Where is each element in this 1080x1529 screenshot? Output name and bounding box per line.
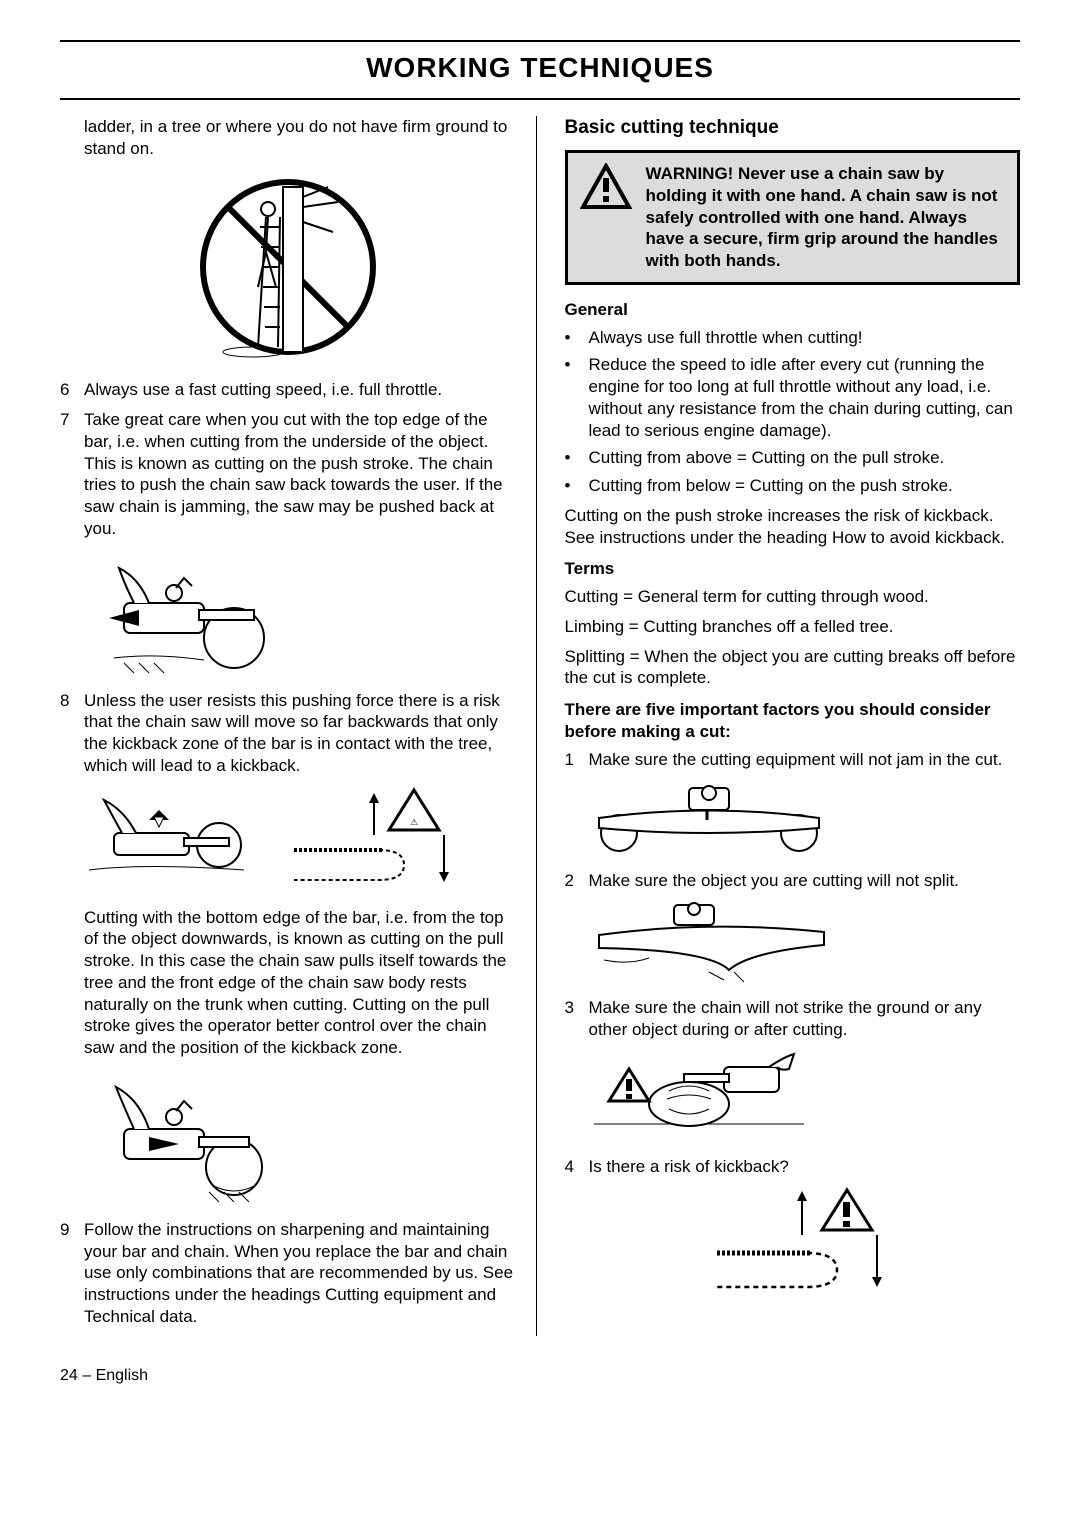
figure-push-stroke: [60, 548, 516, 678]
factor-4-text: Is there a risk of kickback?: [589, 1156, 1021, 1178]
bullet-1-text: Always use full throttle when cutting!: [589, 327, 863, 349]
bullet-2: •Reduce the speed to idle after every cu…: [565, 354, 1021, 441]
item-6: 6 Always use a fast cutting speed, i.e. …: [60, 379, 516, 401]
term-limbing: Limbing = Cutting branches off a felled …: [565, 616, 1021, 638]
bullet-3: •Cutting from above = Cutting on the pul…: [565, 447, 1021, 469]
general-bullets: •Always use full throttle when cutting! …: [565, 327, 1021, 497]
figure-pull-stroke: [60, 1067, 516, 1207]
factor-2-num: 2: [565, 870, 589, 892]
rule-bottom: [60, 98, 1020, 100]
subheading-basic-cutting: Basic cutting technique: [565, 116, 1021, 140]
bullet-4-text: Cutting from below = Cutting on the push…: [589, 475, 953, 497]
item-8-text: Unless the user resists this pushing for…: [84, 690, 516, 777]
warning-box: WARNING! Never use a chain saw by holdin…: [565, 150, 1021, 285]
item-6-text: Always use a fast cutting speed, i.e. fu…: [84, 379, 516, 401]
page-title: WORKING TECHNIQUES: [60, 50, 1020, 86]
push-stroke-para: Cutting on the push stroke increases the…: [565, 505, 1021, 549]
factor-2-text: Make sure the object you are cutting wil…: [589, 870, 1021, 892]
factor-4: 4 Is there a risk of kickback?: [565, 1156, 1021, 1178]
svg-text:⚠: ⚠: [410, 817, 418, 827]
term-cutting: Cutting = General term for cutting throu…: [565, 586, 1021, 608]
factor-3-num: 3: [565, 997, 589, 1041]
figure-no-ladder: [60, 167, 516, 367]
left-column: ladder, in a tree or where you do not ha…: [60, 116, 537, 1336]
figure-kickback-pair: ⚠: [60, 785, 516, 895]
figure-kickback-risk: [565, 1185, 1021, 1305]
warning-icon: [580, 163, 632, 272]
page-footer: 24 – English: [60, 1366, 1020, 1386]
pull-stroke-paragraph: Cutting with the bottom edge of the bar,…: [60, 907, 516, 1059]
item-7: 7 Take great care when you cut with the …: [60, 409, 516, 540]
intro-paragraph: ladder, in a tree or where you do not ha…: [60, 116, 516, 160]
item-8-num: 8: [60, 690, 84, 777]
factor-1-text: Make sure the cutting equipment will not…: [589, 749, 1021, 771]
bullet-1: •Always use full throttle when cutting!: [565, 327, 1021, 349]
factor-2: 2 Make sure the object you are cutting w…: [565, 870, 1021, 892]
item-8: 8 Unless the user resists this pushing f…: [60, 690, 516, 777]
factors-heading: There are five important factors you sho…: [565, 699, 1021, 743]
terms-heading: Terms: [565, 558, 1021, 580]
content-columns: ladder, in a tree or where you do not ha…: [60, 116, 1020, 1336]
factor-3: 3 Make sure the chain will not strike th…: [565, 997, 1021, 1041]
figure-split: [565, 900, 1021, 985]
bullet-2-text: Reduce the speed to idle after every cut…: [589, 354, 1021, 441]
general-heading: General: [565, 299, 1021, 321]
factor-3-text: Make sure the chain will not strike the …: [589, 997, 1021, 1041]
item-9: 9 Follow the instructions on sharpening …: [60, 1219, 516, 1328]
item-9-text: Follow the instructions on sharpening an…: [84, 1219, 516, 1328]
figure-jam: [565, 778, 1021, 858]
figure-ground-strike: [565, 1049, 1021, 1144]
bullet-3-text: Cutting from above = Cutting on the pull…: [589, 447, 945, 469]
warning-text: WARNING! Never use a chain saw by holdin…: [646, 163, 1006, 272]
term-splitting: Splitting = When the object you are cutt…: [565, 646, 1021, 690]
right-column: Basic cutting technique WARNING! Never u…: [561, 116, 1021, 1336]
item-9-num: 9: [60, 1219, 84, 1328]
factor-1-num: 1: [565, 749, 589, 771]
factor-4-num: 4: [565, 1156, 589, 1178]
item-7-num: 7: [60, 409, 84, 540]
factor-1: 1 Make sure the cutting equipment will n…: [565, 749, 1021, 771]
item-6-num: 6: [60, 379, 84, 401]
rule-top: [60, 40, 1020, 42]
bullet-4: •Cutting from below = Cutting on the pus…: [565, 475, 1021, 497]
item-7-text: Take great care when you cut with the to…: [84, 409, 516, 540]
